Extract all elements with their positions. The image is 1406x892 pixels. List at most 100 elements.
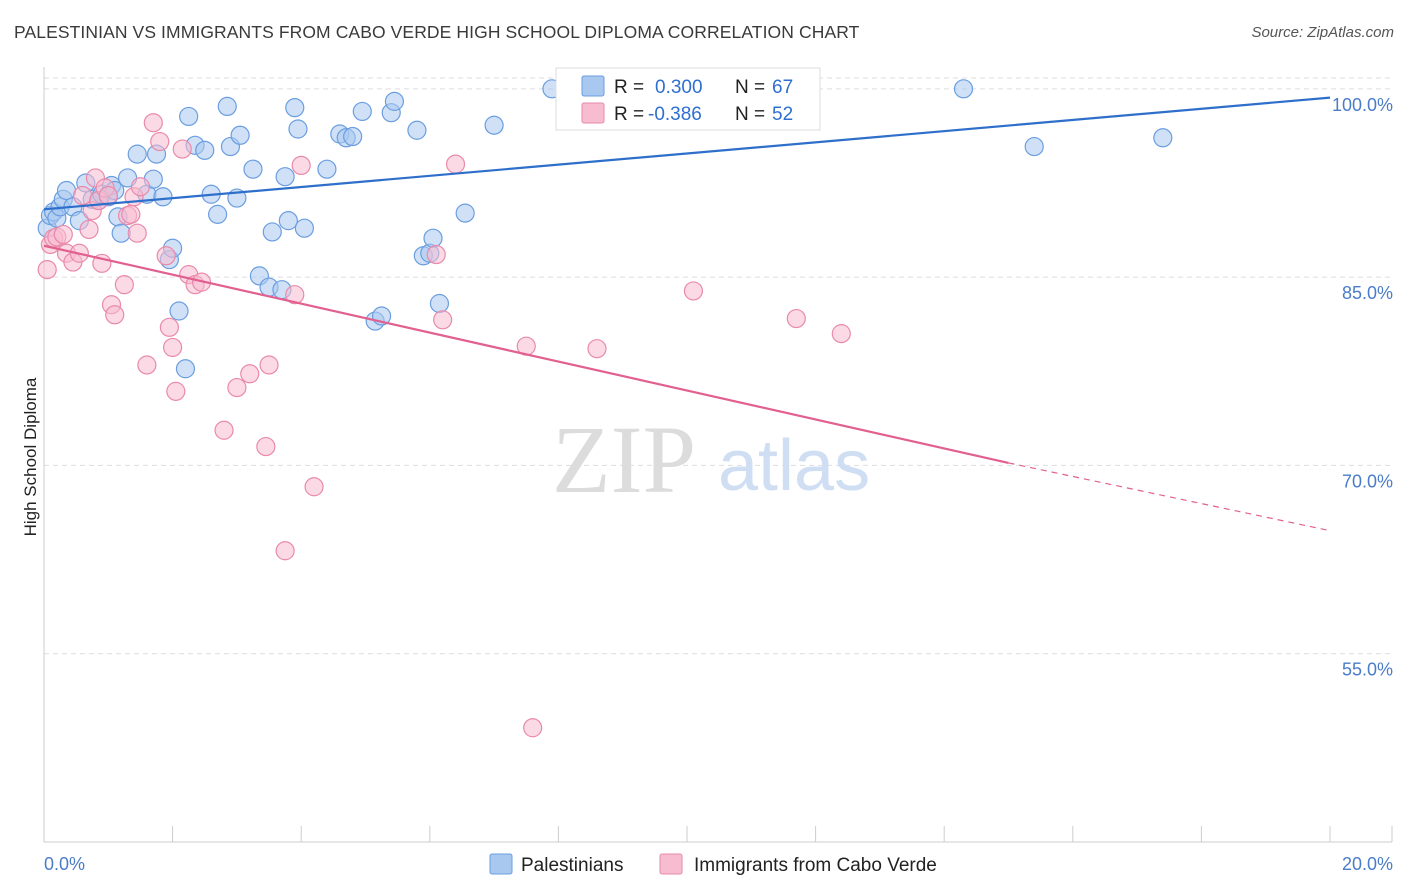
palestinians-point-47 xyxy=(317,159,337,179)
palestinians-point-32 xyxy=(208,204,228,224)
palestinians-point-36 xyxy=(230,125,250,145)
palestinians-point-50 xyxy=(343,126,363,147)
cabo-verde-point-42 xyxy=(291,155,311,176)
cabo-verde-point-45 xyxy=(433,310,453,330)
cabo-verde-point-22 xyxy=(127,223,147,243)
cabo-verde-point-24 xyxy=(137,355,157,375)
palestinians-point-51 xyxy=(352,101,372,122)
cabo-verde-point-4 xyxy=(53,224,73,245)
palestinians-point-60 xyxy=(429,293,450,314)
legend-r-label-1: R = xyxy=(614,77,644,98)
legend-swatch-pink xyxy=(581,102,605,124)
tick-labels: 55.0% 70.0% 85.0% 100.0% 0.0% 20.0% xyxy=(44,95,1393,874)
x-tick-label-1: 20.0% xyxy=(1342,854,1393,874)
palestinians-point-17 xyxy=(111,223,131,243)
cabo-verde-point-0 xyxy=(37,259,57,280)
watermark-atlas: atlas xyxy=(718,426,870,506)
source-label: Source: ZipAtlas.com xyxy=(1251,24,1394,41)
legend-r-value-1: 0.300 xyxy=(655,77,703,98)
series-legend: Palestinians Immigrants from Cabo Verde xyxy=(489,853,937,876)
trend-line-cabo-verde xyxy=(43,244,1009,464)
cabo-verde-point-44 xyxy=(426,244,446,265)
bottom-legend-swatch-blue xyxy=(489,853,513,875)
legend-n-value-1: 67 xyxy=(772,77,793,98)
cabo-verde-point-15 xyxy=(98,185,118,206)
cabo-verde-point-50 xyxy=(683,281,704,301)
trend-line-cabo-verde-extension xyxy=(1008,462,1331,532)
palestinians-point-19 xyxy=(127,144,147,164)
cabo-verde-point-31 xyxy=(172,139,192,159)
legend-swatch-blue xyxy=(581,75,605,97)
cabo-verde-point-25 xyxy=(143,113,163,133)
cabo-verde-point-30 xyxy=(166,381,186,401)
y-tick-label-3: 100.0% xyxy=(1332,95,1393,115)
cabo-verde-point-23 xyxy=(130,177,151,197)
cabo-verde-point-39 xyxy=(259,355,279,375)
x-tick-label-0: 0.0% xyxy=(44,854,85,874)
cabo-verde-point-51 xyxy=(786,308,806,329)
cabo-verde-point-38 xyxy=(256,436,276,457)
cabo-verde-point-28 xyxy=(159,317,179,337)
cabo-verde-point-41 xyxy=(285,285,305,305)
palestinians-point-44 xyxy=(285,98,305,118)
palestinians-point-43 xyxy=(278,211,298,231)
cabo-verde-point-48 xyxy=(523,718,543,738)
cabo-verde-point-29 xyxy=(163,337,183,358)
cabo-verde-point-40 xyxy=(275,541,295,561)
palestinians-point-45 xyxy=(288,119,308,139)
watermark-zip: ZIP xyxy=(552,406,696,513)
legend-n-value-2: 52 xyxy=(772,104,793,125)
cabo-verde-point-52 xyxy=(831,324,851,344)
y-tick-label-1: 70.0% xyxy=(1342,471,1393,491)
bottom-legend-cabo-verde: Immigrants from Cabo Verde xyxy=(694,855,937,876)
cabo-verde-point-18 xyxy=(114,275,134,295)
legend-n-label-2: N = xyxy=(735,104,765,125)
cabo-verde-point-46 xyxy=(445,154,466,174)
palestinians-point-61 xyxy=(455,203,475,223)
cabo-verde-point-27 xyxy=(156,246,176,266)
cabo-verde-point-37 xyxy=(240,364,260,384)
palestinians-point-27 xyxy=(175,359,196,379)
cabo-verde-point-43 xyxy=(304,477,324,497)
axes xyxy=(43,67,1393,843)
trend-line-palestinians xyxy=(43,96,1331,211)
watermark: ZIP atlas xyxy=(552,406,870,513)
y-axis-label: High School Diploma xyxy=(21,377,40,536)
palestinians-point-65 xyxy=(953,79,974,99)
cabo-verde-point-35 xyxy=(214,420,234,440)
palestinians-point-28 xyxy=(179,106,199,127)
legend-n-label-1: N = xyxy=(735,77,765,98)
palestinians-point-33 xyxy=(217,96,237,117)
series-cabo-verde xyxy=(37,113,851,738)
y-tick-label-2: 85.0% xyxy=(1342,283,1393,303)
palestinians-point-40 xyxy=(262,222,282,242)
palestinians-point-30 xyxy=(195,140,215,160)
cabo-verde-point-9 xyxy=(79,219,99,240)
stats-legend: R = 0.300 N = 67 R = -0.386 N = 52 xyxy=(555,67,821,131)
cabo-verde-point-20 xyxy=(121,204,141,224)
palestinians-point-67 xyxy=(1153,128,1173,148)
palestinians-point-26 xyxy=(169,301,189,321)
cabo-verde-point-26 xyxy=(150,131,170,152)
palestinians-point-59 xyxy=(423,228,443,248)
legend-r-label-2: R = xyxy=(614,104,644,125)
palestinians-point-66 xyxy=(1024,136,1044,157)
y-tick-label-0: 55.0% xyxy=(1342,660,1393,680)
trend-lines xyxy=(43,96,1331,532)
palestinians-point-23 xyxy=(153,187,173,207)
palestinians-point-55 xyxy=(384,91,405,111)
palestinians-point-62 xyxy=(484,115,504,135)
palestinians-point-42 xyxy=(275,167,295,187)
cabo-verde-point-36 xyxy=(227,377,247,398)
palestinians-point-56 xyxy=(407,120,427,140)
chart-title: PALESTINIAN VS IMMIGRANTS FROM CABO VERD… xyxy=(14,22,860,42)
bottom-legend-palestinians: Palestinians xyxy=(521,855,623,876)
palestinians-point-46 xyxy=(294,218,315,238)
palestinians-point-6 xyxy=(56,180,77,201)
bottom-legend-swatch-pink xyxy=(659,853,683,875)
cabo-verde-point-49 xyxy=(587,339,607,359)
cabo-verde-point-17 xyxy=(105,305,125,325)
palestinians-point-37 xyxy=(243,159,263,179)
legend-r-value-2: -0.386 xyxy=(648,104,702,125)
